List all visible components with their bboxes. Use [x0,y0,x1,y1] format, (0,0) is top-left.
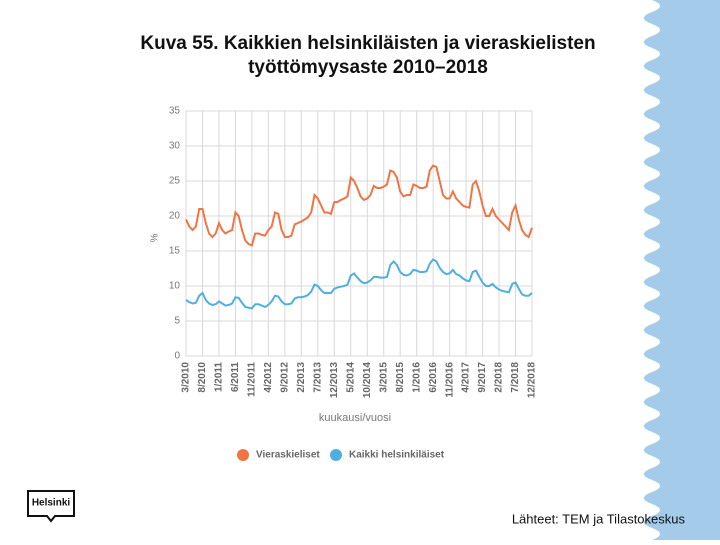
x-tick-label: 6/2011 [230,362,241,392]
source: Lähteet: TEM ja Tilastokeskus [512,511,686,526]
y-tick-label: 20 [169,211,181,222]
y-axis-label: % [150,233,161,242]
y-tick-label: 30 [169,141,181,152]
x-tick-label: 6/2016 [428,362,439,393]
x-tick-label: 1/2011 [214,362,225,392]
y-tick-label: 0 [174,351,180,362]
y-tick-label: 25 [169,176,181,187]
border-decoration [644,0,720,545]
x-tick-label: 7/2013 [312,362,323,393]
y-tick-label: 35 [169,106,181,117]
logo: Helsinki [32,498,71,509]
x-tick-label: 12/2018 [527,362,538,399]
x-tick-label: 2/2013 [296,362,307,393]
title-line: Kuva 55. Kaikkien helsinkiläisten ja vie… [140,33,595,54]
legend-marker [330,449,342,461]
legend-label: Vieraskieliset [256,450,320,461]
y-tick-label: 15 [169,246,181,257]
x-tick-label: 3/2010 [181,362,192,393]
x-tick-label: 11/2016 [444,362,455,398]
logo-frame [27,490,75,523]
x-tick-label: 4/2017 [461,362,472,393]
legend-label: Kaikki helsinkiläiset [349,450,445,461]
x-tick-label: 8/2010 [197,362,208,393]
x-tick-label: 12/2013 [329,362,340,399]
x-tick-label: 8/2015 [395,362,406,393]
y-tick-label: 5 [174,316,180,327]
x-tick-label: 9/2012 [279,362,290,393]
legend-marker [237,449,249,461]
x-tick-label: 10/2014 [362,362,373,399]
x-tick-label: 2/2018 [494,362,505,393]
x-axis-label: kuukausi/vuosi [319,412,391,424]
series-line [185,258,533,310]
series-line [185,164,533,247]
x-tick-label: 1/2016 [411,362,422,393]
x-tick-label: 11/2011 [247,362,258,397]
title-line: työttömyysaste 2010–2018 [248,57,488,78]
x-tick-label: 3/2015 [378,362,389,393]
x-tick-label: 5/2014 [345,362,356,393]
y-tick-label: 10 [169,281,181,292]
x-tick-label: 9/2017 [477,362,488,393]
x-tick-label: 4/2012 [263,362,274,393]
x-tick-label: 7/2018 [510,362,521,393]
